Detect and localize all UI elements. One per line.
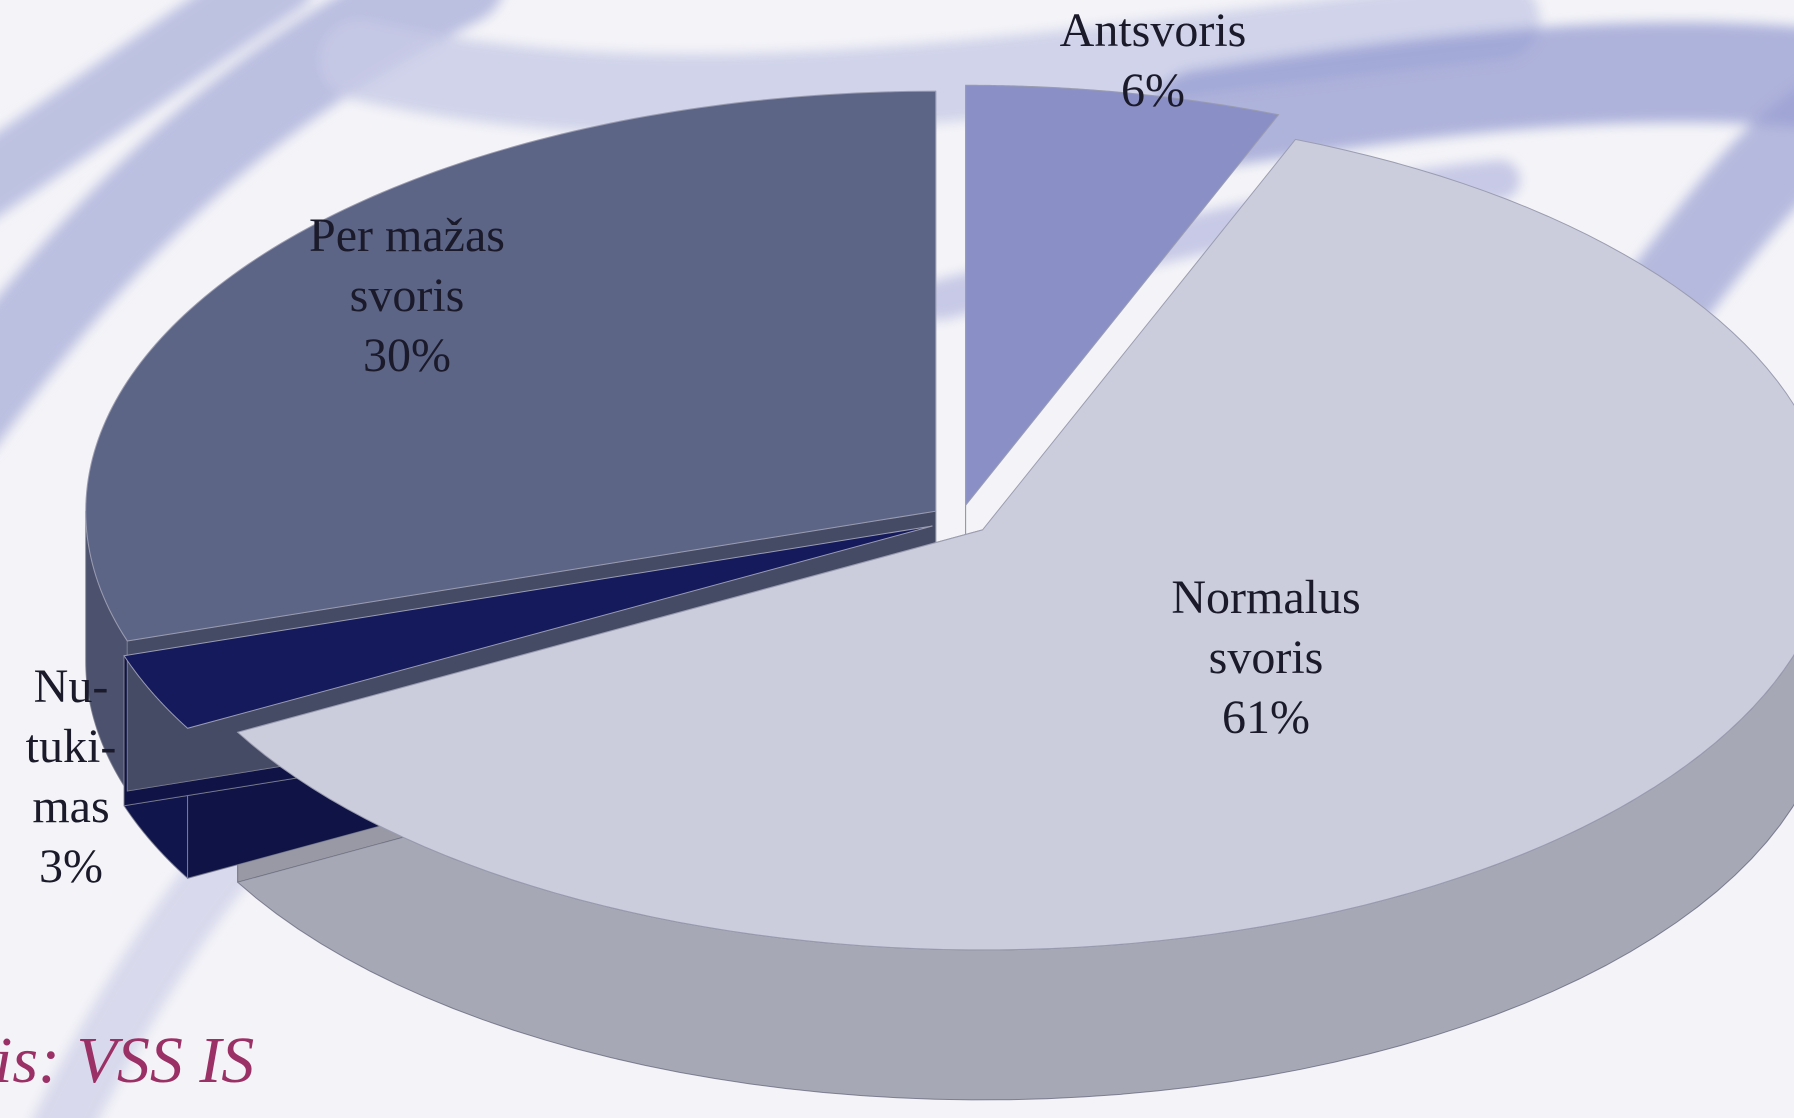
category-label: svoris — [350, 269, 465, 322]
labels: Antsvoris 6% Normalus svoris 61% Nu-tuki-mas 3… — [26, 4, 1361, 893]
slice-side-shade — [237, 654, 1794, 1100]
value-label: 6% — [1121, 64, 1185, 117]
value-label: 3% — [39, 840, 103, 893]
category-label: tuki- — [26, 720, 117, 773]
slice — [965, 84, 1280, 507]
category-label: Nu- — [34, 660, 109, 713]
category-label: Normalus — [1171, 571, 1360, 624]
source-note: is: VSS IS — [0, 1024, 254, 1097]
value-label: 30% — [363, 329, 451, 382]
pie — [85, 84, 1794, 1101]
category-label: svoris — [1209, 631, 1324, 684]
slice — [123, 525, 933, 729]
slice — [236, 138, 1794, 951]
slice-side-shade — [85, 511, 128, 791]
category-label: Per mažas — [309, 209, 505, 262]
slice — [85, 90, 937, 642]
category-label: Antsvoris — [1060, 4, 1247, 57]
value-label: 61% — [1222, 691, 1310, 744]
category-label: mas — [32, 780, 109, 833]
